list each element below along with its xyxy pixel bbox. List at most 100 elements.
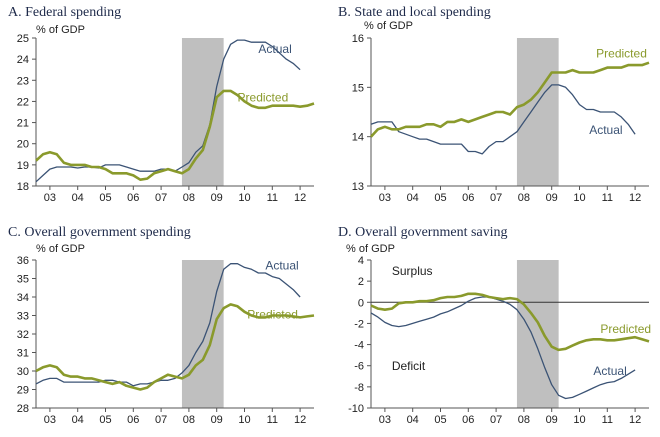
chart-panel-3: C. Overall government spending % of GDP 28… bbox=[8, 225, 315, 426]
x-tick-label: 12 bbox=[629, 414, 641, 426]
x-tick-label: 08 bbox=[518, 414, 530, 426]
x-tick-label: 04 bbox=[407, 192, 419, 204]
y-tick-label: 16 bbox=[352, 33, 364, 45]
y-tick-label: 36 bbox=[17, 255, 29, 267]
y-tick-label: 13 bbox=[352, 181, 364, 193]
x-tick-label: 11 bbox=[267, 414, 278, 426]
series-label-predicted: Predicted bbox=[596, 47, 647, 61]
y-tick-label: 32 bbox=[17, 329, 29, 341]
x-tick-label: 10 bbox=[238, 414, 250, 426]
y-tick-label: -4 bbox=[354, 340, 364, 352]
panel-title: D. Overall government saving bbox=[338, 225, 508, 240]
x-tick-label: 07 bbox=[490, 414, 502, 426]
x-tick-label: 06 bbox=[127, 192, 139, 204]
x-tick-label: 09 bbox=[546, 192, 558, 204]
y-tick-label: 25 bbox=[17, 33, 29, 45]
series-label-predicted: Predicted bbox=[247, 307, 298, 321]
series-label-actual: Actual bbox=[589, 123, 622, 137]
y-tick-label: 21 bbox=[17, 118, 29, 130]
y-tick-label: 20 bbox=[17, 139, 29, 151]
panel-title: A. Federal spending bbox=[8, 5, 121, 20]
x-tick-label: 05 bbox=[434, 192, 446, 204]
x-tick-label: 09 bbox=[211, 192, 223, 204]
x-tick-label: 05 bbox=[434, 414, 446, 426]
y-tick-label: 24 bbox=[17, 54, 29, 66]
series-label-predicted: Predicted bbox=[238, 90, 289, 104]
x-tick-label: 10 bbox=[573, 192, 585, 204]
x-tick-label: 06 bbox=[127, 414, 139, 426]
x-tick-label: 03 bbox=[379, 192, 391, 204]
series-line-actual bbox=[370, 296, 636, 400]
x-tick-label: 11 bbox=[267, 192, 278, 204]
x-tick-label: 03 bbox=[44, 414, 56, 426]
series-line-actual bbox=[35, 263, 301, 387]
chart-panel-1: A. Federal spending % of GDP 18 19 20 21 22 23 2… bbox=[8, 5, 315, 204]
annotation-surplus: Surplus bbox=[392, 264, 433, 278]
y-tick-label: 4 bbox=[358, 255, 364, 267]
x-tick-label: 08 bbox=[183, 192, 195, 204]
y-axis-unit-label: % of GDP bbox=[36, 24, 85, 36]
x-tick-label: 11 bbox=[602, 192, 613, 204]
y-tick-label: 28 bbox=[17, 403, 29, 415]
y-tick-label: 15 bbox=[352, 82, 364, 94]
y-tick-label: 35 bbox=[17, 274, 29, 286]
series-line-actual bbox=[35, 39, 301, 183]
x-tick-label: 10 bbox=[573, 414, 585, 426]
chart-panel-2: B. State and local spending% of GDP 13 14 1… bbox=[338, 5, 650, 204]
y-axis-unit-label: % of GDP bbox=[346, 243, 395, 255]
y-tick-label: -2 bbox=[354, 318, 364, 330]
x-tick-label: 08 bbox=[183, 414, 195, 426]
y-tick-label: 0 bbox=[358, 297, 364, 309]
series-line-predicted bbox=[35, 89, 315, 181]
x-tick-label: 03 bbox=[379, 414, 391, 426]
y-tick-label: -6 bbox=[354, 361, 364, 373]
x-tick-label: 07 bbox=[155, 192, 167, 204]
y-tick-label: -10 bbox=[348, 403, 364, 415]
series-label-actual: Actual bbox=[258, 42, 291, 56]
x-tick-label: 12 bbox=[629, 192, 641, 204]
y-tick-label: 29 bbox=[17, 385, 29, 397]
series-line-predicted bbox=[35, 303, 315, 391]
x-tick-label: 04 bbox=[72, 192, 84, 204]
panel-title: C. Overall government spending bbox=[8, 225, 191, 240]
series-line-actual bbox=[370, 84, 636, 155]
x-tick-label: 04 bbox=[72, 414, 84, 426]
recession-shade bbox=[181, 260, 224, 408]
x-tick-label: 05 bbox=[99, 414, 111, 426]
x-tick-label: 08 bbox=[518, 192, 530, 204]
series-line-predicted bbox=[370, 292, 650, 352]
x-tick-label: 06 bbox=[462, 192, 474, 204]
series-label-actual: Actual bbox=[593, 364, 626, 378]
x-tick-label: 12 bbox=[294, 192, 306, 204]
series-line-predicted bbox=[370, 61, 650, 138]
y-tick-label: 30 bbox=[17, 366, 29, 378]
y-tick-label: 33 bbox=[17, 311, 29, 323]
x-tick-label: 07 bbox=[490, 192, 502, 204]
x-tick-label: 07 bbox=[155, 414, 167, 426]
x-tick-label: 04 bbox=[407, 414, 419, 426]
x-tick-label: 05 bbox=[99, 192, 111, 204]
recession-shade bbox=[516, 38, 559, 186]
panel-title: B. State and local spending bbox=[338, 5, 491, 20]
y-tick-label: 19 bbox=[17, 160, 29, 172]
x-tick-label: 03 bbox=[44, 192, 56, 204]
y-tick-label: -8 bbox=[354, 382, 364, 394]
y-tick-label: 31 bbox=[17, 348, 29, 360]
y-axis-unit-label: % of GDP bbox=[36, 243, 85, 255]
x-tick-label: 12 bbox=[294, 414, 306, 426]
x-tick-label: 10 bbox=[238, 192, 250, 204]
y-axis-unit-label: % of GDP bbox=[364, 20, 413, 32]
x-tick-label: 06 bbox=[462, 414, 474, 426]
y-tick-label: 14 bbox=[352, 132, 364, 144]
y-tick-label: 18 bbox=[17, 181, 29, 193]
y-tick-label: 22 bbox=[17, 96, 29, 108]
recession-shade bbox=[181, 38, 224, 186]
x-tick-label: 11 bbox=[602, 414, 613, 426]
y-tick-label: 34 bbox=[17, 292, 29, 304]
annotation-deficit: Deficit bbox=[392, 359, 426, 373]
x-tick-label: 09 bbox=[546, 414, 558, 426]
y-tick-label: 2 bbox=[358, 276, 364, 288]
series-label-predicted: Predicted bbox=[600, 322, 651, 336]
chart-panel-4: D. Overall government saving % of GDP -10 -… bbox=[338, 225, 651, 426]
